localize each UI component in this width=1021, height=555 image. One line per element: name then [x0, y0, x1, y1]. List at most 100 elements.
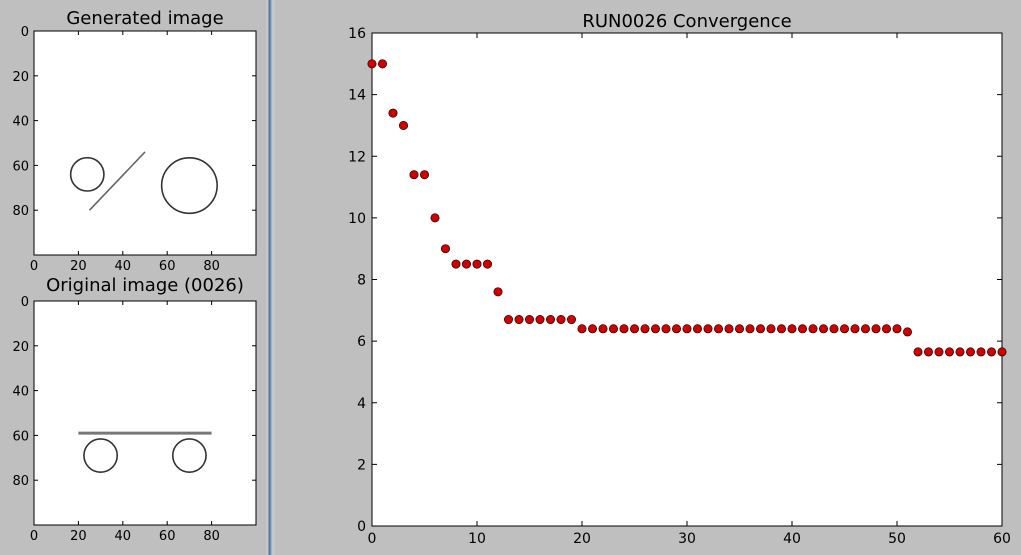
data-point — [860, 324, 870, 334]
data-point — [713, 324, 723, 334]
image-circle — [69, 156, 105, 192]
data-point — [703, 324, 713, 334]
x-tick-label: 80 — [203, 529, 220, 544]
plot-area — [33, 30, 257, 256]
data-point — [797, 324, 807, 334]
data-point — [566, 315, 576, 325]
data-point — [682, 324, 692, 334]
y-tick-label: 2 — [357, 457, 366, 473]
data-point — [902, 327, 912, 337]
plot-area — [33, 300, 257, 526]
y-tick-label: 60 — [12, 159, 29, 174]
data-point — [808, 324, 818, 334]
data-point — [923, 347, 933, 357]
data-point — [787, 324, 797, 334]
data-point — [409, 170, 419, 180]
data-point — [587, 324, 597, 334]
data-point — [545, 315, 555, 325]
y-tick-label: 0 — [21, 25, 29, 40]
x-tick-label: 60 — [159, 529, 176, 544]
x-tick-label: 60 — [159, 259, 176, 274]
image-line — [88, 151, 146, 211]
data-point — [388, 108, 398, 118]
data-point — [745, 324, 755, 334]
original-image-chart: Original image (0026) 0 20 40 60 80 0 20 40 60 80 — [12, 275, 257, 544]
x-tick-label: 10 — [468, 531, 486, 547]
chart-title: Original image (0026) — [46, 275, 244, 296]
y-tick-label: 12 — [348, 149, 366, 165]
chart-title: Generated image — [66, 8, 223, 29]
y-tick-label: 0 — [357, 519, 366, 535]
data-point — [850, 324, 860, 334]
x-tick-label: 40 — [115, 529, 132, 544]
x-tick-label: 40 — [783, 531, 801, 547]
image-circle — [83, 438, 119, 474]
data-point — [934, 347, 944, 357]
y-tick-label: 14 — [348, 88, 366, 104]
y-tick-label: 4 — [357, 396, 366, 412]
data-point — [640, 324, 650, 334]
data-point — [661, 324, 671, 334]
data-point — [514, 315, 524, 325]
x-tick-label: 60 — [993, 531, 1011, 547]
data-point — [818, 324, 828, 334]
image-circle — [160, 157, 218, 215]
x-tick-label: 40 — [115, 259, 132, 274]
data-point — [955, 347, 965, 357]
data-point — [504, 315, 514, 325]
data-point — [839, 324, 849, 334]
x-tick-label: 30 — [678, 531, 696, 547]
right-figure-panel: RUN0026 Convergence 0 10 20 30 40 50 60 0 2 4 6 8 10 1… — [275, 0, 1021, 555]
data-point — [913, 347, 923, 357]
convergence-chart: RUN0026 Convergence 0 10 20 30 40 50 60 0 2 4 6 8 10 1… — [348, 11, 1011, 547]
generated-image-chart: Generated image 0 20 40 60 80 0 20 40 60 80 — [12, 8, 257, 274]
data-point — [367, 59, 377, 69]
y-tick-label: 16 — [348, 26, 366, 42]
data-point — [629, 324, 639, 334]
y-tick-label: 8 — [357, 273, 366, 289]
data-point — [556, 315, 566, 325]
data-point — [944, 347, 954, 357]
y-tick-label: 0 — [21, 295, 29, 310]
data-point — [451, 259, 461, 269]
data-point — [755, 324, 765, 334]
data-point — [598, 324, 608, 334]
data-point — [483, 259, 493, 269]
x-tick-label: 0 — [368, 531, 377, 547]
data-point — [650, 324, 660, 334]
y-tick-label: 60 — [12, 429, 29, 444]
x-tick-label: 20 — [70, 529, 87, 544]
left-figure-panel: Generated image 0 20 40 60 80 0 20 40 60 80 Origin… — [0, 0, 266, 555]
y-tick-label: 80 — [12, 204, 29, 219]
data-point — [986, 347, 996, 357]
data-point — [871, 324, 881, 334]
data-point — [671, 324, 681, 334]
x-tick-label: 50 — [888, 531, 906, 547]
x-tick-label: 80 — [203, 259, 220, 274]
y-tick-label: 20 — [12, 70, 29, 85]
data-point — [378, 59, 388, 69]
data-point — [724, 324, 734, 334]
y-tick-label: 20 — [12, 340, 29, 355]
data-point — [535, 315, 545, 325]
data-point — [829, 324, 839, 334]
data-point — [692, 324, 702, 334]
data-point — [619, 324, 629, 334]
data-point — [462, 259, 472, 269]
y-tick-label: 80 — [12, 474, 29, 489]
y-tick-label: 40 — [12, 385, 29, 400]
data-point — [525, 315, 535, 325]
x-tick-label: 20 — [70, 259, 87, 274]
data-point — [493, 287, 503, 297]
y-tick-label: 6 — [357, 334, 366, 350]
data-point — [734, 324, 744, 334]
x-tick-label: 0 — [30, 259, 38, 274]
panel-splitter[interactable] — [266, 0, 275, 555]
plot-area — [371, 32, 1003, 527]
y-tick-label: 10 — [348, 211, 366, 227]
data-point — [766, 324, 776, 334]
data-point — [430, 213, 440, 223]
data-point — [399, 120, 409, 130]
data-point — [892, 324, 902, 334]
x-tick-label: 20 — [573, 531, 591, 547]
